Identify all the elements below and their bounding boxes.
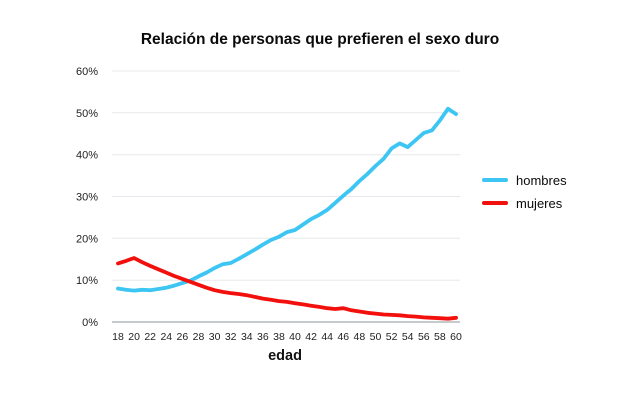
x-tick-label: 32 <box>225 331 237 343</box>
x-tick-label: 24 <box>160 331 172 343</box>
x-axis-title: edad <box>268 348 302 364</box>
x-tick-label: 22 <box>144 331 156 343</box>
x-tick-label: 52 <box>386 331 398 343</box>
x-tick-label: 26 <box>177 331 189 343</box>
y-tick-label: 0% <box>82 317 98 329</box>
x-tick-label: 54 <box>402 331 414 343</box>
x-tick-label: 48 <box>354 331 366 343</box>
legend-line-swatch <box>482 201 508 205</box>
legend-label: mujeres <box>516 195 563 211</box>
y-tick-label: 10% <box>76 275 98 287</box>
x-tick-label: 34 <box>241 331 253 343</box>
series-line-mujeres <box>116 256 458 321</box>
x-tick-label: 50 <box>370 331 382 343</box>
x-tick-label: 58 <box>434 331 446 343</box>
x-tick-label: 18 <box>112 331 124 343</box>
y-tick-label: 40% <box>76 150 98 162</box>
y-tick-label: 60% <box>76 66 98 78</box>
x-tick-label: 36 <box>257 331 269 343</box>
x-tick-label: 44 <box>321 331 333 343</box>
x-tick-label: 46 <box>337 331 349 343</box>
y-tick-label: 30% <box>76 192 98 204</box>
x-tick-label: 20 <box>128 331 140 343</box>
x-tick-label: 28 <box>193 331 205 343</box>
chart-title: Relación de personas que prefieren el se… <box>140 31 500 48</box>
legend-item-mujeres: mujeres <box>482 193 567 213</box>
series-line-hombres <box>116 106 458 293</box>
legend-label: hombres <box>516 172 567 188</box>
legend: hombres mujeres <box>482 170 567 216</box>
x-tick-label: 40 <box>289 331 301 343</box>
x-tick-label: 42 <box>305 331 317 343</box>
x-tick-label: 56 <box>418 331 430 343</box>
legend-item-hombres: hombres <box>482 170 567 190</box>
y-tick-label: 50% <box>76 108 98 120</box>
x-tick-label: 60 <box>450 331 462 343</box>
y-tick-label: 20% <box>76 233 98 245</box>
x-tick-label: 38 <box>273 331 285 343</box>
legend-line-swatch <box>482 178 508 182</box>
x-tick-label: 30 <box>209 331 221 343</box>
